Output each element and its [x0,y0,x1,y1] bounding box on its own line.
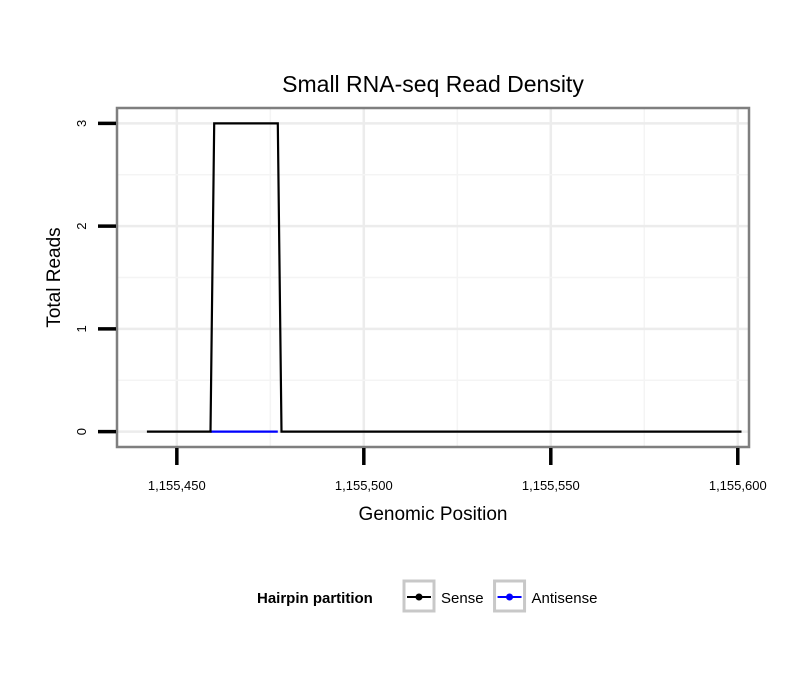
legend-item-antisense: Antisense [493,579,598,613]
y-tick-label: 1 [74,325,89,332]
legend-key-point [506,593,514,601]
y-tick-label: 2 [74,223,89,230]
legend-key [493,579,527,613]
chart-title: Small RNA-seq Read Density [282,71,584,97]
y-axis: 0 1 2 3 [74,120,116,435]
x-axis-title: Genomic Position [359,504,508,525]
plot-border [115,106,751,449]
x-tick-label: 1,155,500 [335,478,393,493]
y-axis-title: Total Reads [44,227,65,327]
x-tick-label: 1,155,550 [522,478,580,493]
y-tick-label: 3 [74,120,89,127]
x-tick-label: 1,155,450 [148,478,206,493]
legend-title: Hairpin partition [257,590,373,607]
legend: Hairpin partition Sense Antisense [257,579,598,613]
legend-item-sense: Sense [402,579,484,613]
series-layer [146,122,742,433]
series-line-sense [146,122,742,433]
legend-label: Sense [441,590,484,607]
legend-key-point [415,593,423,601]
y-tick-label: 0 [74,428,89,435]
legend-label: Antisense [532,590,598,607]
x-tick-label: 1,155,600 [709,478,767,493]
x-axis: 1,155,450 1,155,500 1,155,550 1,155,600 [148,448,767,493]
